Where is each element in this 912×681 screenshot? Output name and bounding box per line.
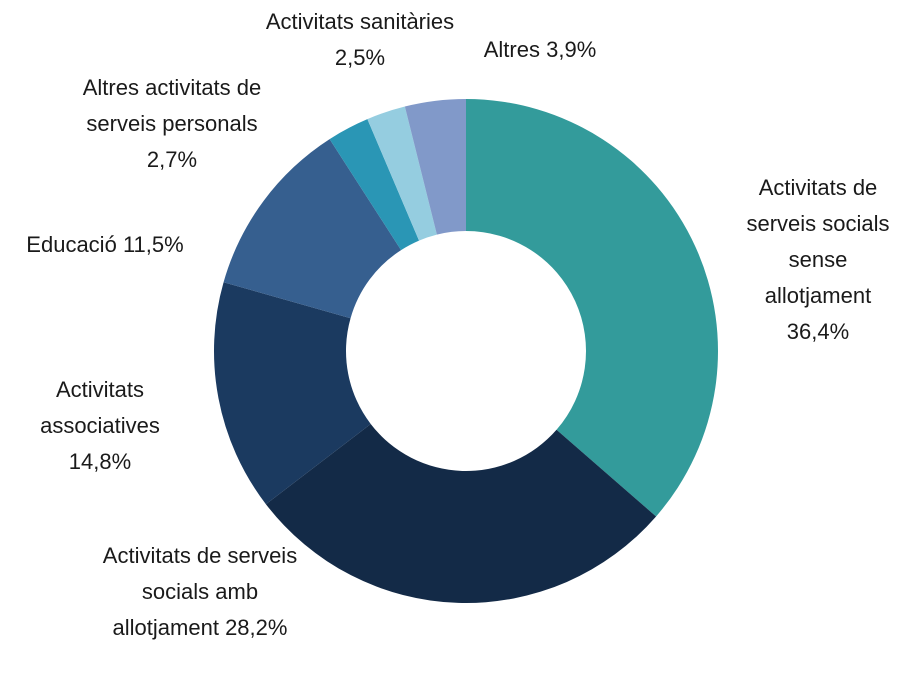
segment-label: Altres activitats de serveis personals 2… xyxy=(67,70,277,178)
donut-segment xyxy=(265,423,657,603)
value-label: 11,5% xyxy=(122,232,184,257)
segment-label: Activitats de serveis socials amb allotj… xyxy=(95,538,305,646)
donut-segment xyxy=(223,139,402,319)
value-label: 14,8% xyxy=(68,449,132,474)
value-label: 2,5% xyxy=(334,45,386,70)
segment-label: Activitats sanitàries 2,5% xyxy=(265,4,455,76)
category-label: Activitats de serveis socials amb allotj… xyxy=(102,543,298,640)
category-label: Altres xyxy=(483,37,540,62)
category-label: Activitats sanitàries xyxy=(265,9,455,34)
value-label: 2,7% xyxy=(146,147,198,172)
donut-segment xyxy=(329,119,420,251)
value-label: 28,2% xyxy=(225,615,288,640)
category-label: Activitats de serveis socials sense allo… xyxy=(746,175,890,308)
value-label: 36,4% xyxy=(786,319,850,344)
donut-segment xyxy=(466,99,719,517)
donut-segment xyxy=(367,106,437,241)
donut-segment xyxy=(404,99,466,235)
donut-segment xyxy=(214,282,371,505)
category-label: Activitats associatives xyxy=(40,377,160,438)
category-label: Altres activitats de serveis personals xyxy=(82,75,262,136)
segment-label: Educació 11,5% xyxy=(0,227,210,263)
segment-label: Activitats de serveis socials sense allo… xyxy=(733,170,903,350)
value-label: 3,9% xyxy=(546,37,597,62)
segment-label: Altres 3,9% xyxy=(460,32,620,68)
category-label: Educació xyxy=(26,232,117,257)
segment-label: Activitats associatives 14,8% xyxy=(15,372,185,480)
